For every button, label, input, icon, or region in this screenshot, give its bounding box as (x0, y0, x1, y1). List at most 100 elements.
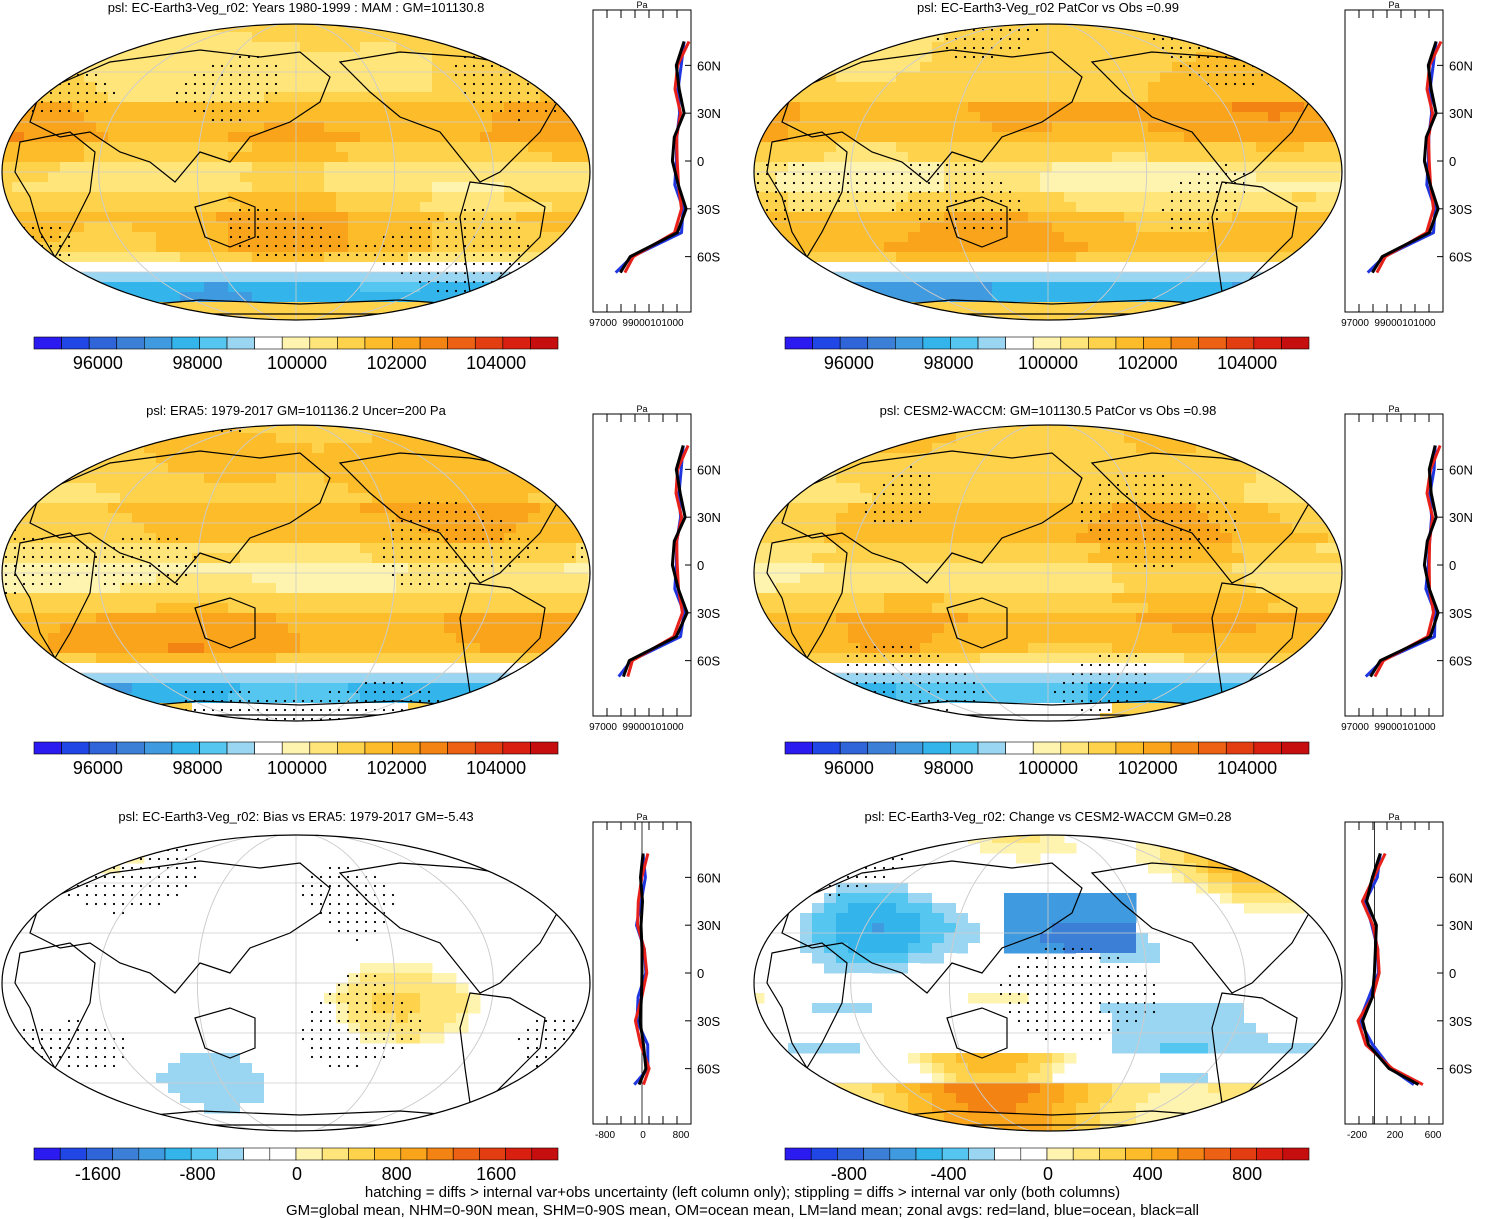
colorbar-swatch (503, 337, 531, 349)
colorbar-swatch (448, 337, 476, 349)
colorbar-swatch (199, 742, 227, 754)
colorbar-swatch (1199, 337, 1227, 349)
colorbar-tick-label: 96000 (73, 353, 123, 373)
colorbar-tick-label: 100000 (267, 758, 327, 778)
colorbar-tick-label: 96000 (824, 758, 874, 778)
colorbar-swatch (811, 1148, 837, 1160)
colorbar-swatch (1116, 742, 1144, 754)
colorbar-swatch (995, 1148, 1021, 1160)
colorbar-tick-label: 100000 (1018, 353, 1078, 373)
colorbar-swatch (1254, 337, 1282, 349)
profile-lat-label: 60N (1449, 870, 1473, 885)
colorbar-swatch (1204, 1148, 1230, 1160)
colorbar-swatch (244, 1148, 270, 1160)
colorbar-swatch (139, 1148, 165, 1160)
profile-unit-label: Pa (636, 0, 647, 10)
colorbar-tick-label: 102000 (1118, 758, 1178, 778)
footer-note-means: GM=global mean, NHM=0-90N mean, SHM=0-90… (0, 1202, 1485, 1219)
colorbar-swatch (365, 337, 393, 349)
map-panel-2 (752, 22, 1353, 323)
colorbar-swatch (348, 1148, 374, 1160)
colorbar-tick-label: 102000 (1118, 353, 1178, 373)
colorbar-swatch (172, 337, 200, 349)
colorbar-tick-label: 0 (1043, 1164, 1053, 1184)
colorbar-swatch (1144, 337, 1172, 349)
colorbar-swatch (1230, 1148, 1256, 1160)
colorbar-swatch (1281, 742, 1309, 754)
colorbar-swatch (117, 742, 145, 754)
colorbar-swatch (310, 337, 338, 349)
colorbar-swatch (34, 337, 62, 349)
panel-title-3: psl: ERA5: 1979-2017 GM=101136.2 Uncer=2… (146, 403, 446, 418)
colorbar-swatch (453, 1148, 479, 1160)
colorbar-swatch (165, 1148, 191, 1160)
colorbar-tick-label: 800 (382, 1164, 412, 1184)
profile-lat-label: 30S (697, 202, 720, 217)
colorbar-swatch (1281, 337, 1309, 349)
profile-lat-label: 60S (1449, 1062, 1472, 1077)
colorbar-swatch (420, 742, 448, 754)
panel-title-2: psl: EC-Earth3-Veg_r02 PatCor vs Obs =0.… (917, 0, 1179, 15)
colorbar-swatch (1033, 742, 1061, 754)
profile-lat-label: 30N (697, 106, 721, 121)
colorbar-swatch (255, 337, 283, 349)
colorbar-swatch (117, 337, 145, 349)
colorbar-swatch (1144, 742, 1172, 754)
colorbar-tick-label: 0 (292, 1164, 302, 1184)
colorbar-swatch (950, 337, 978, 349)
colorbar-tick-label: 102000 (367, 758, 427, 778)
profile-x-tick-label: 97000 (589, 318, 617, 329)
colorbar-swatch (1226, 337, 1254, 349)
colorbar-swatch (1021, 1148, 1047, 1160)
colorbar-swatch (34, 1148, 60, 1160)
colorbar-swatch (365, 742, 393, 754)
colorbar-tick-label: 104000 (1217, 353, 1277, 373)
colorbar-swatch (1126, 1148, 1152, 1160)
profile-lat-label: 0 (1449, 558, 1456, 573)
colorbar-swatch (1033, 337, 1061, 349)
colorbar-swatch (950, 742, 978, 754)
colorbar-swatch (1088, 742, 1116, 754)
profile-lat-label: 0 (697, 966, 704, 981)
colorbar-swatch (282, 742, 310, 754)
colorbar-tick-label: 98000 (172, 758, 222, 778)
colorbar-swatch (1171, 337, 1199, 349)
colorbar-swatch (191, 1148, 217, 1160)
profile-lat-label: 30N (697, 510, 721, 525)
colorbar-tick-label: 104000 (466, 353, 526, 373)
colorbar-swatch (813, 337, 841, 349)
colorbar-swatch (310, 742, 338, 754)
colorbar-swatch (227, 742, 255, 754)
colorbar-swatch (475, 337, 503, 349)
colorbar-tick-label: 96000 (824, 353, 874, 373)
colorbar-swatch (978, 742, 1006, 754)
colorbar-swatch (337, 337, 365, 349)
map-panel-1 (0, 22, 601, 323)
colorbar-swatch (813, 742, 841, 754)
colorbar-swatch (86, 1148, 112, 1160)
colorbar-swatch (475, 742, 503, 754)
colorbar-swatch (227, 337, 255, 349)
map-panel-3 (0, 423, 601, 724)
profile-lat-label: 60S (697, 654, 720, 669)
profile-unit-label: Pa (636, 812, 647, 822)
map-panel-5 (0, 833, 592, 1133)
colorbar-swatch (144, 337, 172, 349)
colorbar-tick-label: 1600 (476, 1164, 516, 1184)
profile-lat-label: 60S (697, 250, 720, 265)
colorbar-swatch (448, 742, 476, 754)
colorbar-swatch (890, 1148, 916, 1160)
colorbar-tick-label: -400 (930, 1164, 966, 1184)
colorbar-swatch (420, 337, 448, 349)
colorbar-tick-label: 102000 (367, 353, 427, 373)
profile-x-tick-label: 99000101000 (622, 318, 684, 329)
colorbar-swatch (530, 742, 558, 754)
profile-frame (1345, 822, 1443, 1124)
colorbar-swatch (840, 337, 868, 349)
colorbar-swatch (837, 1148, 863, 1160)
